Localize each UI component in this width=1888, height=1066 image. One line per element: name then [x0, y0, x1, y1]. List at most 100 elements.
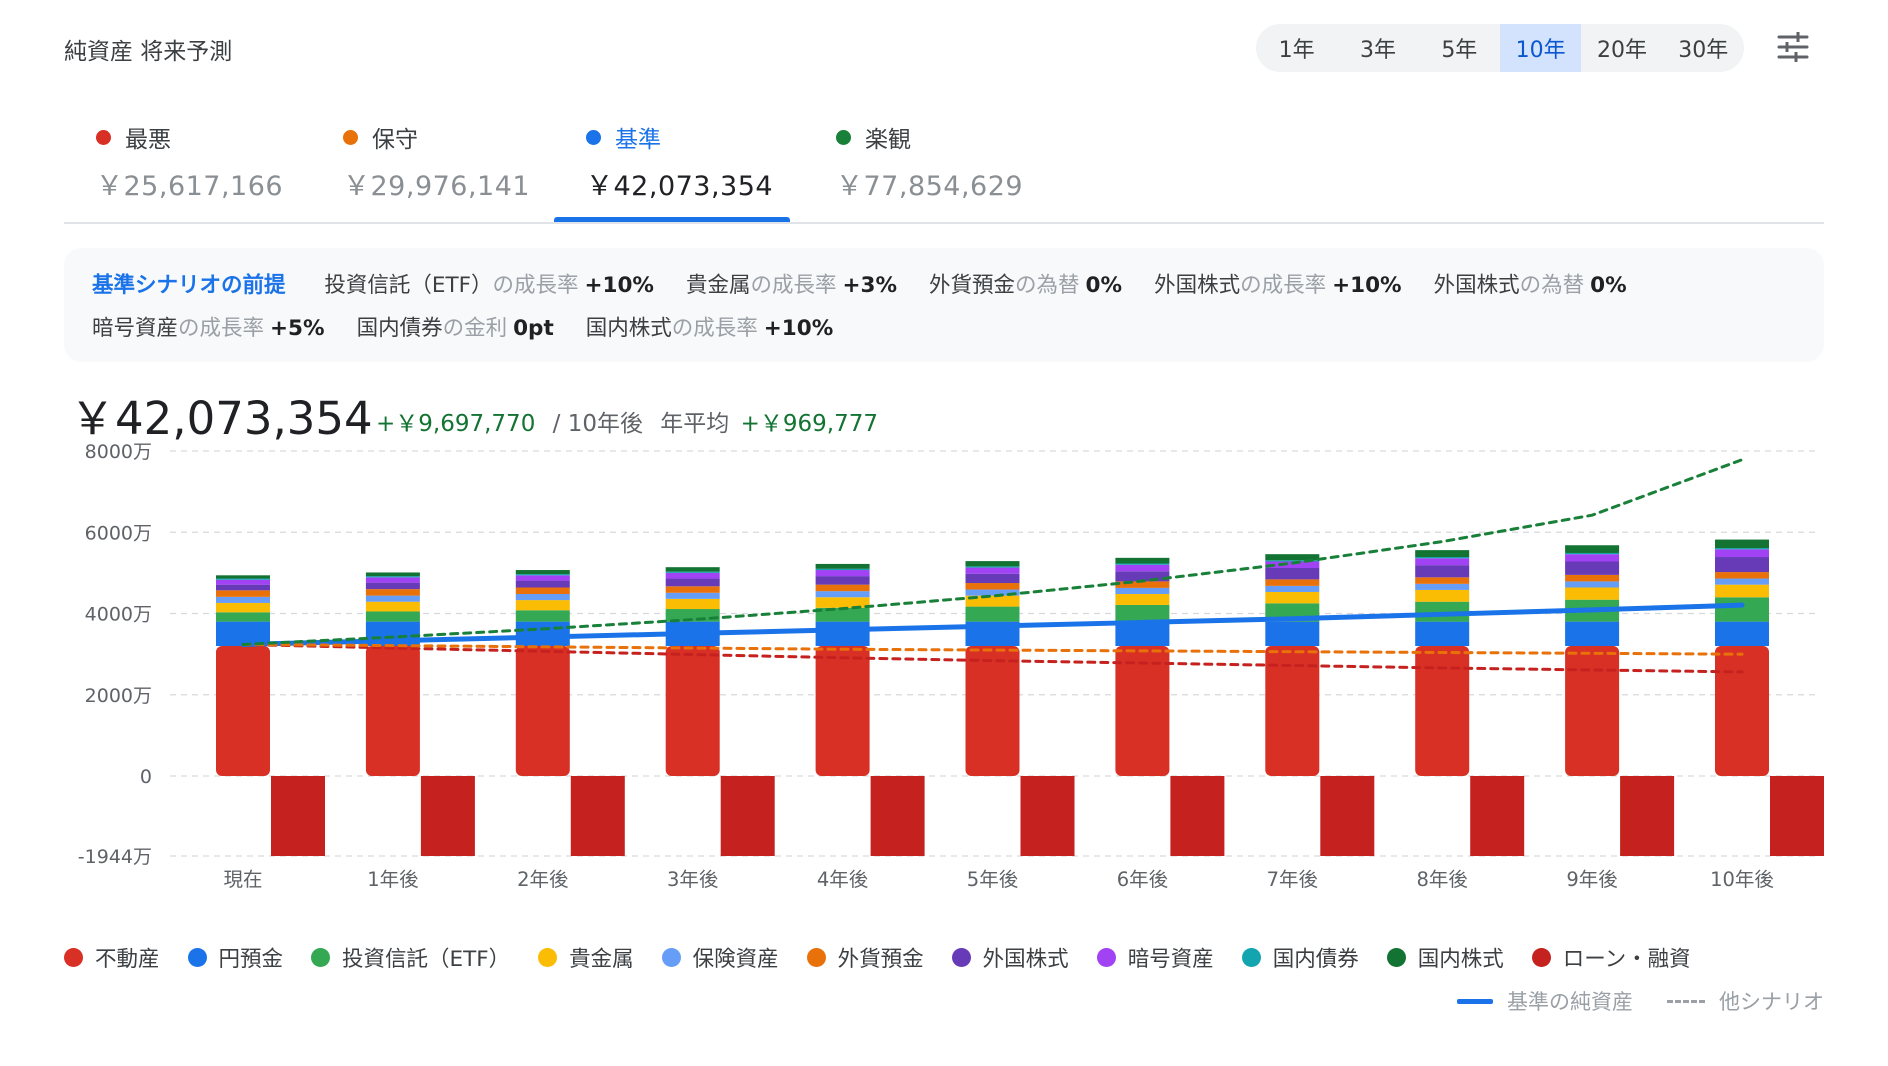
- bar-segment: [1715, 597, 1769, 622]
- bar-segment: [365, 611, 420, 622]
- bar-segment: [965, 646, 1020, 776]
- scenario-name: 最悪: [96, 120, 171, 154]
- assumption-asset: 外国株式: [1154, 273, 1241, 298]
- solid-line-swatch: [1457, 998, 1493, 1004]
- x-tick-label: 1年後: [367, 868, 418, 891]
- assumption-kind: の成長率: [492, 273, 579, 298]
- assumption-item: 国内株式の成長率 +10%: [586, 316, 834, 341]
- assumption-asset: 貴金属: [685, 273, 751, 298]
- y-tick-label: 4000万: [85, 604, 152, 626]
- bar-segment: [1415, 583, 1470, 590]
- bar-segment: [365, 577, 420, 583]
- bar-segment: [965, 573, 1020, 584]
- legend-dot: [806, 948, 826, 967]
- legend-dot: [661, 948, 681, 967]
- scenario-value: ￥42,073,354: [586, 171, 774, 202]
- bar-segment: [1415, 557, 1470, 559]
- bar-segment: [216, 596, 270, 603]
- bar-segment: [665, 586, 720, 593]
- bar-segment: [216, 584, 270, 591]
- bar-segment: [216, 579, 270, 585]
- tune-icon[interactable]: [1776, 30, 1810, 64]
- x-tick-label: 6年後: [1117, 868, 1168, 891]
- bar-segment: [515, 610, 570, 622]
- assumption-value: +10%: [1332, 273, 1402, 298]
- loan-bar: [1020, 776, 1075, 856]
- bar-segment: [815, 591, 870, 598]
- bar-segment: [1415, 550, 1470, 558]
- line-legend: 基準の純資産 他シナリオ: [1423, 986, 1824, 1016]
- legend-label: 暗号資産: [1127, 947, 1214, 972]
- legend-label: 投資信託（ETF）: [342, 947, 511, 972]
- scenario-tab-0[interactable]: 最悪 ￥25,617,166: [64, 116, 300, 220]
- range-button-5年[interactable]: 5年: [1441, 38, 1478, 63]
- legend-item[interactable]: 外貨預金: [806, 942, 924, 973]
- legend-item[interactable]: 不動産: [64, 942, 160, 973]
- legend-item[interactable]: 円預金: [187, 942, 283, 973]
- assumption-asset: 外貨預金: [929, 273, 1016, 298]
- bar-segment: [1715, 646, 1769, 776]
- y-tick-label: 6000万: [85, 522, 152, 544]
- x-tick-label: 5年後: [967, 868, 1018, 891]
- legend-dot: [311, 948, 331, 967]
- legend-item[interactable]: 国内株式: [1386, 942, 1504, 973]
- legend-item[interactable]: 暗号資産: [1096, 942, 1214, 973]
- bar-segment: [1565, 561, 1620, 575]
- bar-segment: [665, 598, 720, 610]
- bar-segment: [1715, 584, 1769, 598]
- page-title: 純資産 将来予測: [64, 39, 233, 65]
- bar-segment: [1415, 646, 1470, 776]
- bar-segment: [515, 575, 570, 581]
- range-button-20年[interactable]: 20年: [1596, 38, 1647, 63]
- y-tick-label: 2000万: [85, 685, 152, 707]
- bar-segment: [1115, 646, 1170, 776]
- bar-segment: [515, 587, 570, 594]
- bar-segment: [1265, 561, 1320, 568]
- range-button-10年[interactable]: 10年: [1499, 24, 1582, 72]
- dashed-line-swatch: [1667, 999, 1705, 1003]
- bar-segment: [1265, 568, 1320, 580]
- base-networth-line: [240, 602, 1745, 647]
- legend-item[interactable]: 保険資産: [661, 942, 779, 973]
- scenario-tab-3[interactable]: 楽観 ￥77,854,629: [804, 116, 1040, 220]
- bar-segment: [1715, 578, 1769, 585]
- bar-segment: [365, 576, 420, 578]
- legend-item[interactable]: 投資信託（ETF）: [311, 942, 510, 973]
- range-button-30年[interactable]: 30年: [1678, 38, 1729, 63]
- loan-bar: [570, 776, 625, 856]
- legend-item[interactable]: 外国株式: [951, 942, 1069, 973]
- assumption-kind: の金利: [442, 316, 508, 341]
- legend-item[interactable]: ローン・融資: [1531, 942, 1691, 973]
- bar-segment: [815, 570, 870, 577]
- y-tick-label: -1944万: [78, 846, 152, 868]
- scenario-tabs: 最悪 ￥25,617,166 保守 ￥29,976,141 基準 ￥42,073,354 楽…: [64, 116, 1824, 224]
- bar-segment: [1565, 581, 1620, 588]
- bar-segment: [965, 566, 1020, 568]
- loan-bar: [1320, 776, 1375, 856]
- scenario-tab-1[interactable]: 保守 ￥29,976,141: [311, 116, 547, 220]
- legend-item[interactable]: 国内債券: [1241, 942, 1359, 973]
- scenario-value: ￥77,854,629: [836, 171, 1024, 202]
- bar-segment: [1265, 585, 1320, 592]
- range-button-3年[interactable]: 3年: [1359, 38, 1396, 63]
- bar-segment: [1115, 563, 1170, 565]
- bar-segment: [1565, 545, 1620, 553]
- loan-bar: [720, 776, 775, 856]
- bar-segment: [1265, 579, 1320, 586]
- assumption-item: 外貨預金の為替 0%: [929, 273, 1122, 298]
- bar-segment: [365, 601, 420, 612]
- legend-item[interactable]: 貴金属: [538, 942, 634, 973]
- loan-bar: [1170, 776, 1225, 856]
- bar-segment: [965, 606, 1020, 622]
- bar-segment: [1715, 548, 1769, 550]
- scenario-dot: [343, 129, 358, 145]
- assumption-item: 国内債券の金利 0pt: [357, 316, 554, 341]
- assumption-value: +10%: [763, 316, 834, 341]
- x-tick-label: 10年後: [1710, 868, 1774, 891]
- range-button-1年[interactable]: 1年: [1278, 38, 1315, 63]
- legend-dot: [64, 948, 83, 967]
- bar-segment: [1115, 564, 1170, 572]
- assumption-asset: 外国株式: [1433, 273, 1520, 298]
- scenario-tab-2[interactable]: 基準 ￥42,073,354: [554, 116, 790, 222]
